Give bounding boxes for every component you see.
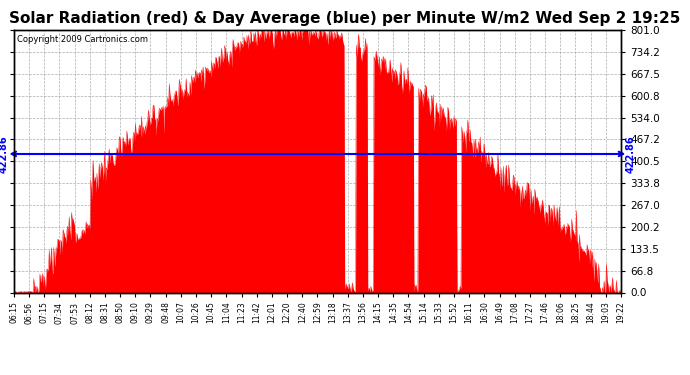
Text: Copyright 2009 Cartronics.com: Copyright 2009 Cartronics.com [17, 35, 148, 44]
Text: Solar Radiation (red) & Day Average (blue) per Minute W/m2 Wed Sep 2 19:25: Solar Radiation (red) & Day Average (blu… [9, 11, 681, 26]
Text: 422.86: 422.86 [626, 135, 636, 173]
Text: 422.86: 422.86 [0, 135, 9, 173]
